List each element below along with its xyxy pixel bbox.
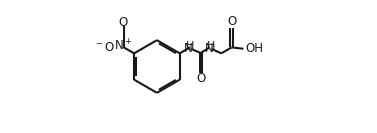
Text: O: O [227,15,236,28]
Text: $^-$O: $^-$O [94,41,115,54]
Text: N: N [184,42,193,55]
Text: N$^+$: N$^+$ [114,38,132,54]
Text: OH: OH [246,42,264,55]
Text: H: H [207,41,215,51]
Text: O: O [118,16,127,29]
Text: N: N [205,42,213,55]
Text: O: O [196,72,205,85]
Text: H: H [186,41,195,51]
